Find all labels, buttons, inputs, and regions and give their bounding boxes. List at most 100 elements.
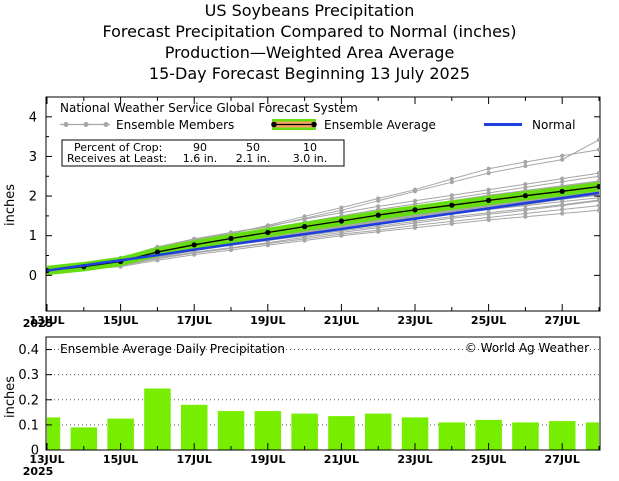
bottom-panel-title: Ensemble Average Daily Precipitation (60, 342, 285, 356)
top-y-axis: 0 1 2 3 4 (29, 110, 600, 284)
member-point (449, 193, 454, 198)
amount-90: 1.6 in. (183, 152, 218, 165)
member-point (339, 205, 344, 210)
x-tick-label: 21JUL (324, 314, 359, 327)
ensemble-average-point (412, 207, 418, 213)
daily-bar (181, 404, 208, 450)
ensemble-average-point (375, 212, 381, 218)
percentile-box: Percent of Crop: Receives at Least: 90 5… (61, 139, 345, 167)
top-x-axis-year: 2025 (23, 317, 54, 330)
member-line (46, 200, 600, 272)
legend-normal: Normal (484, 118, 575, 132)
member-point (560, 211, 565, 216)
legend-normal-label: Normal (532, 118, 575, 132)
bottom-y-tick-label: 0.3 (18, 368, 39, 383)
member-point (560, 202, 565, 207)
member-point (265, 224, 270, 229)
daily-bar (291, 413, 318, 450)
percent-50: 50 (246, 141, 260, 154)
member-point (192, 252, 197, 257)
bottom-y-tick-label: 0.4 (18, 343, 39, 358)
x-tick-label: 27JUL (545, 314, 580, 327)
legend-average: Ensemble Average (271, 118, 436, 132)
daily-bar (47, 417, 61, 450)
top-x-axis: 13JUL 15JUL 17JUL 19JUL 21JUL 23JUL 25JUL 27JUL (29, 97, 600, 327)
percent-90: 90 (193, 141, 207, 154)
member-point (560, 153, 565, 158)
normal-line (46, 191, 600, 272)
member-point (486, 190, 491, 195)
percent-row-label: Percent of Crop: (74, 141, 162, 154)
ensemble-average-point (486, 197, 492, 203)
bottom-plot-frame (45, 336, 601, 451)
member-point (302, 238, 307, 243)
member-point (596, 208, 600, 213)
cumulative-precip-panel: 0 1 2 3 4 13JUL 15JUL 17JUL 19JUL 21JUL 23JUL 25JU… (3, 96, 601, 330)
member-point (376, 196, 381, 201)
x-tick-label: 17JUL (177, 314, 212, 327)
member-point (449, 196, 454, 201)
ensemble-average-point (154, 249, 160, 255)
ensemble-average-point (449, 202, 455, 208)
legend-members-marker (83, 122, 89, 127)
x-tick-label: 23JUL (397, 453, 432, 466)
percentile-box-frame (61, 139, 345, 167)
member-point (412, 201, 418, 207)
ensemble-average-point (338, 218, 344, 224)
top-y-tick-label: 0 (29, 269, 37, 284)
top-y-tick-label: 4 (29, 110, 37, 125)
normal-line-group (46, 191, 600, 272)
receives-row-label: Receives at Least: (67, 152, 167, 165)
member-point (596, 203, 600, 208)
ensemble-average-point (265, 229, 271, 236)
chart-subtitle: Forecast Precipitation Compared to Norma… (102, 22, 517, 41)
member-line (46, 205, 600, 272)
x-tick-label: 17JUL (177, 453, 212, 466)
bottom-y-axis: 0 0.1 0.2 0.3 0.4 (18, 343, 52, 459)
bottom-gridlines (46, 349, 600, 426)
member-point (523, 206, 528, 211)
bottom-x-axis-year: 2025 (23, 465, 54, 478)
member-point (560, 179, 565, 184)
ensemble-band (47, 181, 599, 276)
member-point (560, 207, 565, 212)
daily-bar (144, 388, 171, 450)
member-point (523, 185, 528, 190)
bottom-x-axis: 13JUL 15JUL 17JUL 19JUL 21JUL 23JUL 25JUL 27JUL (29, 443, 600, 466)
daily-precip-panel: 0 0.1 0.2 0.3 0.4 13JUL 15JUL 17JUL 19JUL 21JUL 2… (3, 336, 601, 478)
x-tick-label: 21JUL (324, 453, 359, 466)
x-tick-label: 19JUL (250, 453, 285, 466)
top-y-axis-label: inches (3, 184, 18, 226)
credit-text: © World Ag Weather (465, 341, 589, 355)
member-point (486, 187, 491, 192)
member-point (523, 211, 528, 216)
member-point (596, 195, 600, 200)
x-tick-label: 13JUL (29, 314, 64, 327)
member-point (302, 217, 307, 222)
member-point (523, 159, 528, 165)
member-point (486, 217, 491, 222)
legend-average-marker (311, 121, 317, 128)
bottom-y-axis-label: inches (3, 376, 18, 418)
bottom-plot-background (46, 337, 600, 450)
legend-members: Ensemble Members (60, 118, 234, 132)
top-y-tick-label: 2 (29, 190, 37, 205)
ensemble-average-point (559, 188, 565, 194)
x-tick-label: 19JUL (250, 314, 285, 327)
ensemble-average-point (596, 184, 600, 190)
chart-subtitle-period: 15-Day Forecast Beginning 13 July 2025 (148, 64, 471, 83)
legend-average-band-top (272, 119, 316, 122)
x-tick-label: 23JUL (397, 314, 432, 327)
top-panel-title: National Weather Service Global Forecast… (60, 101, 358, 115)
member-point (265, 243, 270, 248)
x-tick-label: 13JUL (29, 453, 64, 466)
chart-title-block: US Soybeans Precipitation Forecast Preci… (0, 0, 619, 84)
member-point (339, 210, 344, 215)
member-line (46, 209, 600, 272)
member-point (560, 176, 565, 181)
member-point (449, 176, 454, 182)
x-tick-label: 25JUL (471, 453, 506, 466)
legend-members-marker (103, 122, 109, 127)
x-tick-label: 27JUL (545, 453, 580, 466)
